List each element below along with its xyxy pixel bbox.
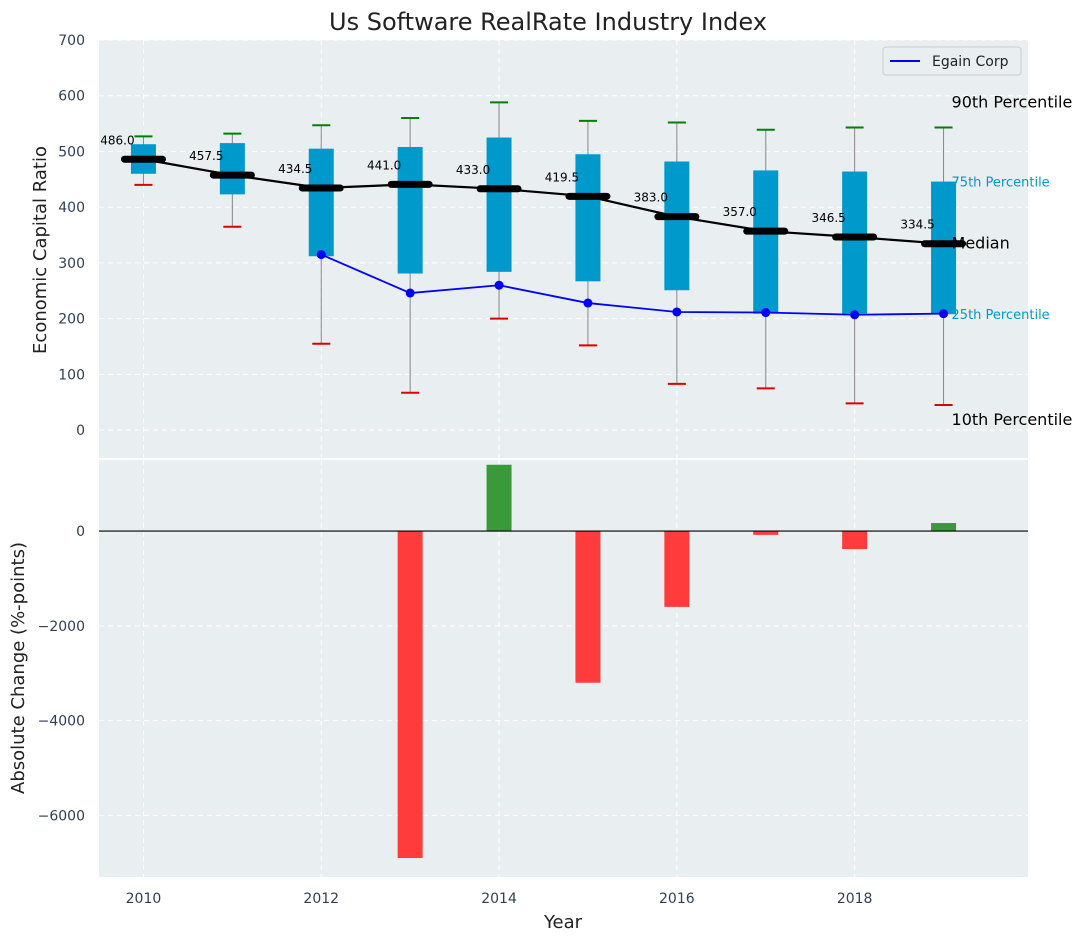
top-y-axis-label: Economic Capital Ratio [30, 146, 51, 354]
annotation-median: Median [952, 234, 1010, 253]
median-value-label-2013: 441.0 [367, 158, 401, 172]
box-2011 [219, 143, 245, 195]
bottom-y-tick-label: −2000 [38, 619, 85, 635]
box-2015 [575, 154, 601, 282]
top-y-tick-label: 500 [58, 144, 85, 160]
legend-box [882, 46, 1022, 76]
bottom-y-tick-label: −6000 [38, 808, 85, 824]
company-point-2018 [850, 310, 860, 320]
box-2016 [664, 161, 690, 291]
company-point-2013 [405, 288, 415, 298]
bottom-y-tick-label: 0 [76, 524, 85, 540]
median-value-label-2016: 383.0 [634, 191, 668, 205]
change-bar-2017 [753, 531, 779, 535]
annotation-p90: 90th Percentile [952, 93, 1073, 112]
box-2013 [397, 147, 423, 274]
legend: Egain Corp [882, 46, 1022, 76]
bottom-y-tick-label: −4000 [38, 714, 85, 730]
company-point-2017 [761, 308, 771, 318]
x-tick-label: 2012 [303, 891, 339, 907]
change-bar-2016 [664, 531, 690, 607]
x-tick-label: 2018 [837, 891, 873, 907]
company-point-2012 [316, 250, 326, 260]
bottom-plot-area [99, 460, 1028, 877]
median-value-label-2018: 346.5 [811, 211, 845, 225]
top-y-tick-label: 0 [76, 423, 85, 439]
top-y-tick-label: 400 [58, 200, 85, 216]
annotation-p75: 75th Percentile [952, 176, 1050, 191]
change-bar-2013 [397, 531, 423, 859]
x-tick-label: 2016 [659, 891, 695, 907]
company-point-2014 [494, 280, 504, 290]
change-bar-2014 [486, 464, 512, 532]
annotation-p25: 25th Percentile [952, 308, 1050, 323]
median-value-label-2017: 357.0 [723, 205, 757, 219]
box-2017 [753, 170, 779, 314]
median-value-label-2015: 419.5 [545, 170, 579, 184]
box-2018 [842, 171, 868, 314]
x-axis-label: Year [543, 912, 583, 933]
x-tick-label: 2010 [126, 891, 162, 907]
median-value-label-2019: 334.5 [900, 218, 934, 232]
box-2014 [486, 137, 512, 272]
company-point-2016 [672, 307, 682, 317]
bottom-y-axis-label: Absolute Change (%-points) [8, 542, 29, 794]
legend-label-egain: Egain Corp [932, 54, 1009, 70]
top-plot-area [99, 40, 1028, 458]
top-y-tick-label: 200 [58, 312, 85, 328]
median-value-label-2014: 433.0 [456, 163, 490, 177]
change-bar-2015 [575, 531, 601, 683]
box-2012 [308, 148, 334, 257]
box-2019 [931, 181, 957, 315]
top-y-tick-label: 600 [58, 89, 85, 105]
company-line [320, 253, 944, 316]
median-line [143, 158, 944, 245]
change-bar-2019 [931, 523, 957, 532]
median-value-label-2011: 457.5 [189, 149, 223, 163]
top-y-tick-label: 700 [58, 33, 85, 49]
annotation-p10: 10th Percentile [952, 410, 1073, 429]
top-y-tick-label: 100 [58, 367, 85, 383]
chart-title: Us Software RealRate Industry Index [329, 8, 767, 36]
change-bar-2018 [842, 531, 868, 550]
company-point-2015 [583, 298, 593, 308]
x-tick-label: 2014 [481, 891, 517, 907]
company-point-2019 [939, 309, 949, 319]
top-y-tick-label: 300 [58, 256, 85, 272]
median-value-label-2012: 434.5 [278, 162, 312, 176]
median-value-label-2010: 486.0 [100, 133, 134, 147]
